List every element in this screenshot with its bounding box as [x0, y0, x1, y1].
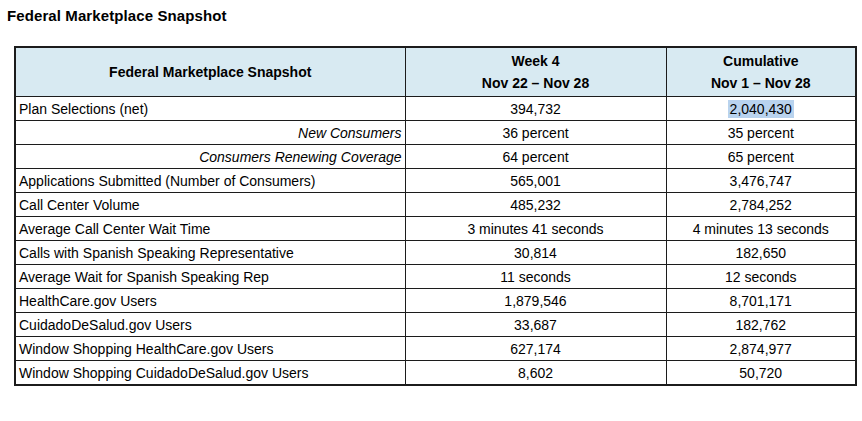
table-row: HealthCare.gov Users 1,879,546 8,701,171 — [15, 289, 856, 313]
row-cumulative-value: 12 seconds — [666, 265, 856, 289]
header-week-column: Week 4 Nov 22 – Nov 28 — [405, 47, 666, 97]
table-row: Average Call Center Wait Time 3 minutes … — [15, 217, 856, 241]
row-week-value: 8,602 — [405, 361, 666, 386]
row-label: Call Center Volume — [15, 193, 405, 217]
row-week-value: 11 seconds — [405, 265, 666, 289]
row-label: New Consumers — [15, 121, 405, 145]
row-cumulative-value: 50,720 — [666, 361, 856, 386]
header-cumulative-title: Cumulative — [670, 50, 853, 72]
row-cumulative-value: 182,650 — [666, 241, 856, 265]
page-title: Federal Marketplace Snapshot — [7, 7, 227, 24]
row-label: Calls with Spanish Speaking Representati… — [15, 241, 405, 265]
header-week-title: Week 4 — [409, 50, 663, 72]
row-cumulative-value: 35 percent — [666, 121, 856, 145]
row-week-value: 565,001 — [405, 169, 666, 193]
row-label: Average Call Center Wait Time — [15, 217, 405, 241]
row-cumulative-value: 65 percent — [666, 145, 856, 169]
row-cumulative-value: 2,874,977 — [666, 337, 856, 361]
row-label: Plan Selections (net) — [15, 97, 405, 121]
table-row: Plan Selections (net) 394,732 2,040,430 — [15, 97, 856, 121]
table-body: Plan Selections (net) 394,732 2,040,430 … — [15, 97, 856, 386]
header-cumulative-daterange: Nov 1 – Nov 28 — [670, 72, 853, 94]
row-cumulative-value: 8,701,171 — [666, 289, 856, 313]
row-week-value: 30,814 — [405, 241, 666, 265]
table-header-row: Federal Marketplace Snapshot Week 4 Nov … — [15, 47, 856, 97]
row-week-value: 627,174 — [405, 337, 666, 361]
row-cumulative-value: 182,762 — [666, 313, 856, 337]
row-label: Window Shopping CuidadoDeSalud.gov Users — [15, 361, 405, 386]
row-label: CuidadoDeSalud.gov Users — [15, 313, 405, 337]
row-cumulative-value: 4 minutes 13 seconds — [666, 217, 856, 241]
selected-text-highlight: 2,040,430 — [728, 100, 794, 118]
row-label: Consumers Renewing Coverage — [15, 145, 405, 169]
federal-marketplace-snapshot-table: Federal Marketplace Snapshot Week 4 Nov … — [14, 46, 857, 386]
header-cumulative-column: Cumulative Nov 1 – Nov 28 — [666, 47, 856, 97]
row-label: Applications Submitted (Number of Consum… — [15, 169, 405, 193]
table-row: Calls with Spanish Speaking Representati… — [15, 241, 856, 265]
row-label: Average Wait for Spanish Speaking Rep — [15, 265, 405, 289]
table-row: Consumers Renewing Coverage 64 percent 6… — [15, 145, 856, 169]
header-label-column: Federal Marketplace Snapshot — [15, 47, 405, 97]
row-week-value: 33,687 — [405, 313, 666, 337]
row-week-value: 1,879,546 — [405, 289, 666, 313]
row-week-value: 394,732 — [405, 97, 666, 121]
table-row: Applications Submitted (Number of Consum… — [15, 169, 856, 193]
row-cumulative-value: 3,476,747 — [666, 169, 856, 193]
table-row: Average Wait for Spanish Speaking Rep 11… — [15, 265, 856, 289]
header-label-text: Federal Marketplace Snapshot — [109, 64, 311, 80]
row-cumulative-value: 2,784,252 — [666, 193, 856, 217]
row-label: HealthCare.gov Users — [15, 289, 405, 313]
row-cumulative-value: 2,040,430 — [666, 97, 856, 121]
row-label: Window Shopping HealthCare.gov Users — [15, 337, 405, 361]
table-row: New Consumers 36 percent 35 percent — [15, 121, 856, 145]
row-week-value: 64 percent — [405, 145, 666, 169]
table-row: Window Shopping HealthCare.gov Users 627… — [15, 337, 856, 361]
row-week-value: 36 percent — [405, 121, 666, 145]
document-page: Federal Marketplace Snapshot Federal Mar… — [0, 0, 862, 421]
table-row: CuidadoDeSalud.gov Users 33,687 182,762 — [15, 313, 856, 337]
table-row: Call Center Volume 485,232 2,784,252 — [15, 193, 856, 217]
header-week-daterange: Nov 22 – Nov 28 — [409, 72, 663, 94]
table-row: Window Shopping CuidadoDeSalud.gov Users… — [15, 361, 856, 386]
row-week-value: 485,232 — [405, 193, 666, 217]
row-week-value: 3 minutes 41 seconds — [405, 217, 666, 241]
